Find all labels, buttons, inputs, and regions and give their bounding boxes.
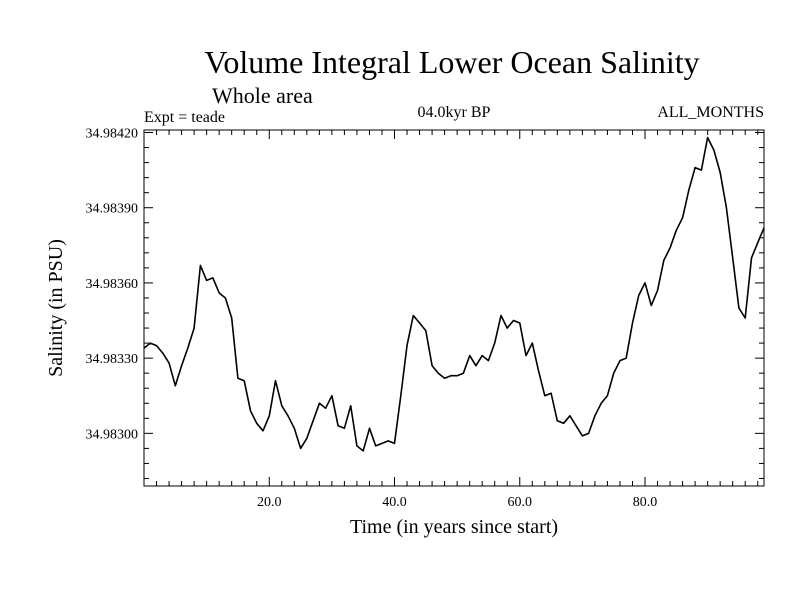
y-tick-label: 34.98300 (86, 427, 139, 442)
y-tick-label: 34.98420 (86, 127, 139, 142)
salinity-series-line (143, 136, 765, 452)
y-tick-label: 34.98330 (86, 352, 139, 367)
y-tick-label: 34.98360 (86, 277, 139, 292)
experiment-label: Expt = teade (144, 109, 225, 126)
y-tick-label: 34.98390 (86, 202, 139, 217)
x-tick-label: 60.0 (508, 495, 533, 510)
x-tick-label: 20.0 (257, 495, 282, 510)
x-axis-label: Time (in years since start) (350, 516, 558, 538)
plot-frame (143, 129, 765, 487)
months-label: ALL_MONTHS (657, 104, 764, 121)
y-axis: 34.98300 34.98330 34.98360 34.98390 34.98420 (86, 127, 764, 479)
chart-subtitle: Whole area (212, 83, 313, 108)
x-tick-label: 40.0 (382, 495, 407, 510)
y-axis-label: Salinity (in PSU) (45, 239, 67, 377)
chart-title: Volume Integral Lower Ocean Salinity (204, 44, 699, 80)
x-tick-label: 80.0 (633, 495, 658, 510)
period-label: 04.0kyr BP (418, 104, 491, 121)
x-axis: 20.0 40.0 60.0 80.0 (156, 130, 759, 510)
